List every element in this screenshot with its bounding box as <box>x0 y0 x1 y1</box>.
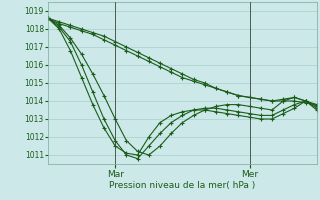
X-axis label: Pression niveau de la mer( hPa ): Pression niveau de la mer( hPa ) <box>109 181 256 190</box>
